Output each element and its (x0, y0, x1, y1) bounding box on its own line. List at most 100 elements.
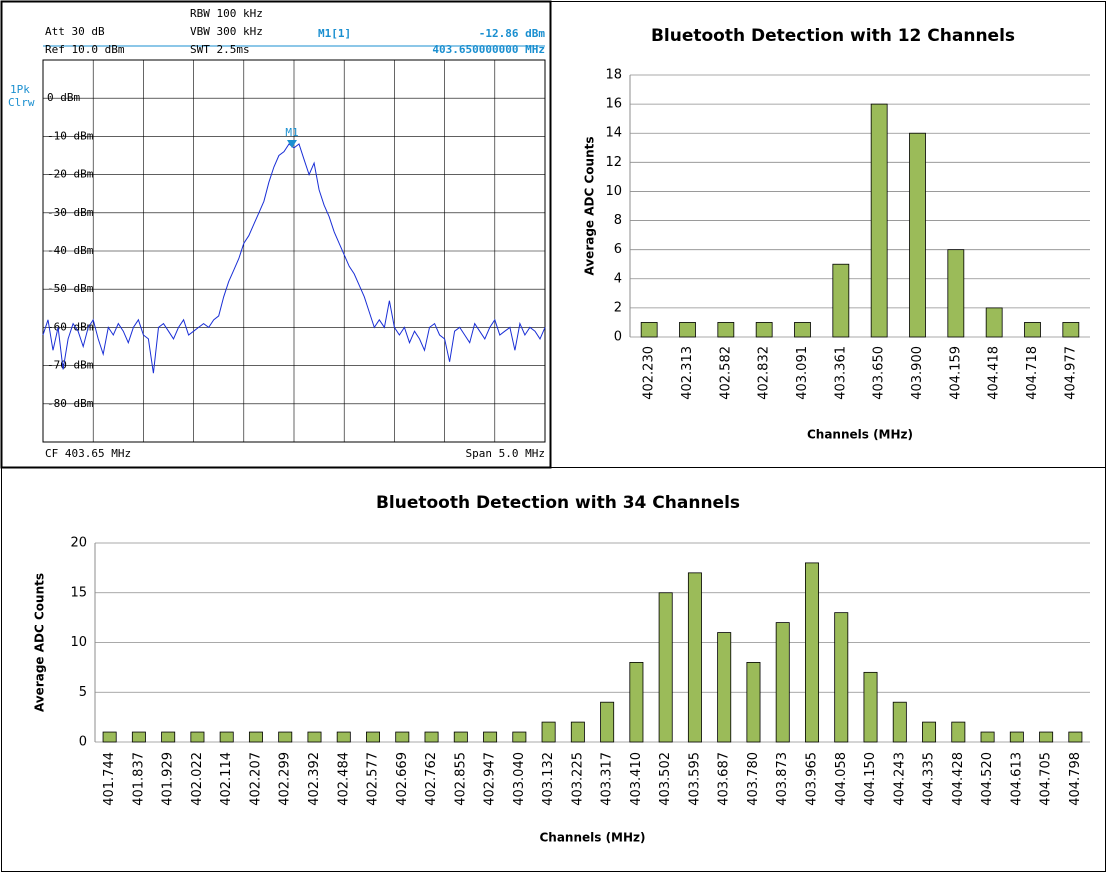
x-tick-label: 404.428 (951, 752, 966, 806)
bar (570, 721, 585, 743)
bar (870, 103, 888, 338)
bar (909, 132, 926, 338)
marker-freq: 403.650000000 MHz (432, 43, 545, 56)
bar (863, 671, 878, 743)
bar (947, 249, 965, 338)
detector: 1Pk (10, 83, 30, 96)
x-tick-label: 402.230 (642, 346, 657, 400)
x-tick-label: 402.947 (483, 752, 498, 806)
x-tick-label: 401.837 (131, 752, 146, 806)
marker-label: M1 (285, 126, 298, 139)
x-tick-label: 403.595 (687, 752, 702, 806)
x-tick-label: 403.410 (629, 752, 644, 806)
y-tick-label: -30 dBm (47, 206, 94, 219)
marker-name: M1[1] (318, 27, 351, 40)
bar (985, 307, 1003, 338)
bar (395, 731, 410, 743)
center-frequency: CF 403.65 MHz (45, 447, 131, 460)
x-tick-label: 404.058 (834, 752, 849, 806)
bar (922, 721, 937, 743)
bar (834, 612, 849, 743)
bar (1062, 322, 1080, 338)
x-tick-label: 403.091 (795, 346, 810, 400)
y-tick-label: -40 dBm (47, 244, 94, 257)
bar (1039, 731, 1054, 743)
x-tick-label: 402.313 (680, 346, 695, 400)
y-tick-label: 6 (614, 242, 622, 257)
y-tick-label: 0 dBm (47, 91, 80, 104)
x-tick-label: 404.798 (1068, 752, 1083, 806)
y-tick-label: 16 (605, 97, 622, 112)
y-tick-label: 2 (614, 300, 622, 315)
x-tick-label: 403.502 (658, 752, 673, 806)
x-tick-label: 403.650 (872, 346, 887, 400)
bar (1068, 731, 1083, 743)
bar (512, 731, 527, 743)
bar (687, 572, 702, 743)
x-tick-label: 402.762 (424, 752, 439, 806)
bar (161, 731, 176, 743)
x-tick-label: 402.022 (190, 752, 205, 806)
x-tick-label: 403.361 (833, 346, 848, 400)
bar (307, 731, 322, 743)
trace-mode: Clrw (8, 96, 35, 109)
x-tick-label: 403.225 (570, 752, 585, 806)
x-tick-label: 402.832 (757, 346, 772, 400)
bar (755, 322, 773, 338)
bar (746, 662, 761, 743)
y-tick-label: 10 (70, 635, 87, 650)
x-tick-label: 403.687 (717, 752, 732, 806)
y-tick-label: -70 dBm (47, 359, 94, 372)
x-tick-label: 404.150 (863, 752, 878, 806)
bar (658, 592, 673, 743)
bar (679, 322, 696, 338)
y-tick-label: 14 (605, 126, 622, 141)
y-tick-label: 12 (605, 155, 622, 170)
bar (131, 731, 146, 743)
x-tick-label: 402.577 (366, 752, 381, 806)
swt: SWT 2.5ms (190, 43, 250, 56)
x-tick-label: 401.744 (102, 752, 117, 806)
x-tick-label: 404.243 (892, 752, 907, 806)
marker-level: -12.86 dBm (479, 27, 546, 40)
bar (278, 731, 293, 743)
y-axis-label: Average ADC Counts (583, 137, 597, 276)
rbw: RBW 100 kHz (190, 7, 263, 20)
x-tick-label: 404.705 (1039, 752, 1054, 806)
x-tick-label: 403.780 (746, 752, 761, 806)
att: Att 30 dB (45, 25, 105, 38)
x-tick-label: 403.317 (600, 752, 615, 806)
x-tick-label: 402.855 (453, 752, 468, 806)
x-axis-label: Channels (MHz) (807, 428, 913, 442)
vbw: VBW 300 kHz (190, 25, 263, 38)
y-tick-label: -50 dBm (47, 282, 94, 295)
bar (541, 721, 556, 743)
x-tick-label: 402.669 (395, 752, 410, 806)
chart-title: Bluetooth Detection with 12 Channels (651, 26, 1015, 46)
y-tick-label: -20 dBm (47, 168, 94, 181)
y-tick-label: -10 dBm (47, 129, 94, 142)
marker-symbol (287, 140, 297, 148)
bar (629, 662, 644, 743)
x-tick-label: 402.484 (336, 752, 351, 806)
x-axis-label: Channels (MHz) (539, 831, 645, 845)
bar (832, 263, 850, 338)
bar (717, 632, 732, 743)
bar (892, 701, 907, 743)
x-tick-label: 403.873 (775, 752, 790, 806)
y-tick-label: 0 (79, 735, 87, 750)
y-tick-label: 4 (614, 271, 622, 286)
bar (219, 731, 234, 743)
y-tick-label: -80 dBm (47, 397, 94, 410)
bar (640, 322, 658, 338)
y-tick-label: 20 (70, 536, 87, 551)
bar (717, 322, 735, 338)
x-tick-label: 404.718 (1025, 346, 1040, 400)
x-tick-label: 404.159 (948, 346, 963, 400)
y-tick-label: 10 (605, 184, 622, 199)
x-tick-label: 404.977 (1063, 346, 1078, 400)
bar (102, 731, 117, 743)
y-tick-label: 8 (614, 213, 622, 228)
bar (336, 731, 351, 743)
y-tick-label: 0 (614, 330, 622, 345)
